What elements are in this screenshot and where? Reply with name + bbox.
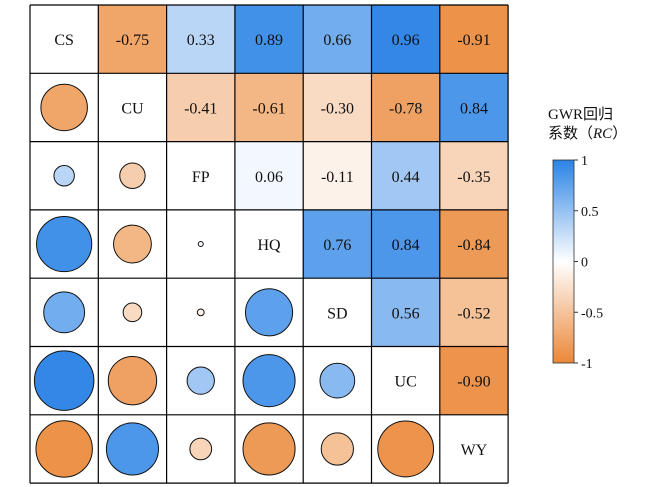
correlation-circle-UC-HQ: [242, 354, 296, 408]
value-label-CS-WY: -0.91: [457, 32, 490, 49]
value-cell-CS-SD: [303, 5, 372, 74]
colorbar-title: GWR回归 系数（RC）: [548, 106, 650, 144]
value-label-CU-FP: -0.41: [184, 100, 217, 117]
value-cell-FP-HQ: [234, 141, 304, 210]
colorbar-tick-label: 0: [581, 256, 588, 271]
colorbar-tick-label: -1: [581, 357, 593, 372]
value-label-FP-WY: -0.35: [457, 169, 490, 186]
correlation-circle-HQ-CS: [36, 215, 93, 273]
correlation-circle-WY-SD: [320, 432, 354, 466]
colorbar-tick-label: 1: [581, 154, 588, 169]
correlation-circle-CU-CS: [40, 83, 88, 132]
colorbar-tick-label: 0.5: [581, 205, 599, 220]
value-label-CS-FP: 0.33: [187, 32, 215, 49]
value-label-CU-WY: 0.84: [460, 100, 488, 117]
value-label-HQ-WY: -0.84: [457, 237, 490, 254]
correlation-circle-SD-HQ: [244, 288, 294, 337]
value-cell-FP-WY: [439, 141, 509, 210]
variable-label-SD: SD: [327, 305, 347, 322]
diag-cell-CU: [98, 73, 167, 142]
value-cell-CU-FP: [166, 73, 235, 142]
diag-cell-WY: [439, 414, 509, 484]
value-label-SD-WY: -0.52: [457, 305, 490, 322]
correlation-circle-SD-CS: [43, 291, 86, 334]
value-cell-CS-CU: [98, 5, 167, 74]
diag-cell-CS: [30, 5, 99, 74]
correlation-circle-HQ-FP: [197, 241, 204, 248]
value-cell-SD-UC: [371, 278, 440, 347]
variable-label-CU: CU: [121, 100, 144, 117]
value-label-UC-WY: -0.90: [457, 374, 490, 391]
value-label-CS-HQ: 0.89: [255, 32, 283, 49]
variable-label-FP: FP: [192, 169, 210, 186]
value-label-CU-UC: -0.78: [389, 100, 422, 117]
value-label-FP-UC: 0.44: [392, 169, 420, 186]
value-label-FP-HQ: 0.06: [255, 169, 283, 186]
value-cell-HQ-WY: [439, 209, 509, 279]
diag-cell-UC: [371, 346, 440, 415]
colorbar-title-line1: GWR回归: [548, 107, 613, 123]
correlation-circle-SD-FP: [196, 308, 205, 317]
value-label-CS-CU: -0.75: [116, 32, 149, 49]
colorbar: [552, 159, 575, 364]
variable-label-WY: WY: [461, 442, 488, 459]
colorbar-tick-label: -0.5: [581, 306, 603, 321]
correlation-circle-FP-CU: [119, 162, 146, 189]
value-cell-FP-SD: [303, 141, 372, 210]
correlation-circle-UC-CU: [107, 355, 158, 406]
correlation-circle-HQ-CU: [113, 224, 152, 264]
variable-label-HQ: HQ: [257, 237, 281, 254]
value-label-FP-SD: -0.11: [321, 169, 354, 186]
value-cell-CS-UC: [371, 5, 440, 74]
variable-label-UC: UC: [395, 374, 417, 391]
value-cell-CU-HQ: [234, 73, 304, 142]
value-cell-HQ-SD: [303, 209, 372, 279]
value-cell-UC-WY: [439, 346, 509, 415]
correlation-circle-UC-FP: [186, 366, 215, 395]
correlation-circle-UC-CS: [33, 350, 95, 411]
value-cell-HQ-UC: [371, 209, 440, 279]
value-label-CS-UC: 0.96: [392, 32, 420, 49]
value-label-CS-SD: 0.66: [323, 32, 351, 49]
value-label-HQ-UC: 0.84: [392, 237, 420, 254]
value-cell-CU-WY: [439, 73, 509, 142]
diag-cell-FP: [166, 141, 235, 210]
correlation-circle-WY-UC: [377, 420, 435, 478]
correlation-circle-UC-SD: [319, 362, 356, 399]
value-cell-CS-FP: [166, 5, 235, 74]
value-cell-SD-WY: [439, 278, 509, 347]
value-cell-FP-UC: [371, 141, 440, 210]
value-label-SD-UC: 0.56: [392, 305, 420, 322]
value-cell-CS-WY: [439, 5, 509, 74]
diag-cell-HQ: [234, 209, 304, 279]
variable-label-CS: CS: [54, 32, 74, 49]
correlation-circle-WY-CS: [35, 420, 93, 478]
value-cell-CU-SD: [303, 73, 372, 142]
value-cell-CU-UC: [371, 73, 440, 142]
correlation-circle-WY-FP: [189, 437, 213, 461]
diag-cell-SD: [303, 278, 372, 347]
value-label-CU-HQ: -0.61: [252, 100, 285, 117]
value-cell-CS-HQ: [234, 5, 304, 74]
correlation-circle-WY-HQ: [242, 422, 296, 476]
correlation-circle-SD-CU: [122, 302, 143, 323]
correlation-circle-WY-CU: [105, 422, 159, 476]
value-label-CU-SD: -0.30: [321, 100, 354, 117]
colorbar-title-line2: 系数（RC）: [548, 126, 628, 142]
value-label-HQ-SD: 0.76: [323, 237, 351, 254]
correlation-circle-FP-CS: [53, 165, 75, 187]
